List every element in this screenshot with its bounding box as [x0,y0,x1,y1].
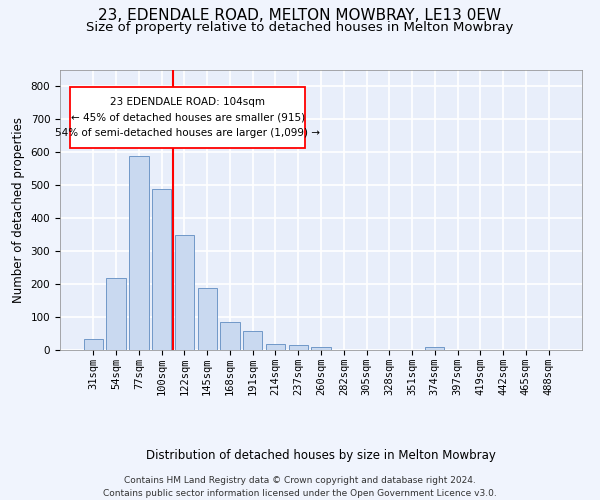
Bar [266,344,285,350]
Bar [84,340,103,350]
Bar [425,348,445,350]
Text: 23, EDENDALE ROAD, MELTON MOWBRAY, LE13 0EW: 23, EDENDALE ROAD, MELTON MOWBRAY, LE13 … [98,8,502,22]
Bar [129,156,149,350]
Text: Contains HM Land Registry data © Crown copyright and database right 2024.
Contai: Contains HM Land Registry data © Crown c… [103,476,497,498]
Bar [106,278,126,350]
FancyBboxPatch shape [70,87,305,148]
Bar [289,346,308,350]
Bar [175,234,194,350]
Bar [152,188,172,350]
Y-axis label: Number of detached properties: Number of detached properties [12,117,25,303]
Bar [243,331,262,350]
Text: 23 EDENDALE ROAD: 104sqm
← 45% of detached houses are smaller (915)
54% of semi-: 23 EDENDALE ROAD: 104sqm ← 45% of detach… [55,97,320,138]
Bar [311,348,331,350]
Bar [197,288,217,350]
Text: Distribution of detached houses by size in Melton Mowbray: Distribution of detached houses by size … [146,450,496,462]
Bar [220,322,239,350]
Text: Size of property relative to detached houses in Melton Mowbray: Size of property relative to detached ho… [86,21,514,34]
